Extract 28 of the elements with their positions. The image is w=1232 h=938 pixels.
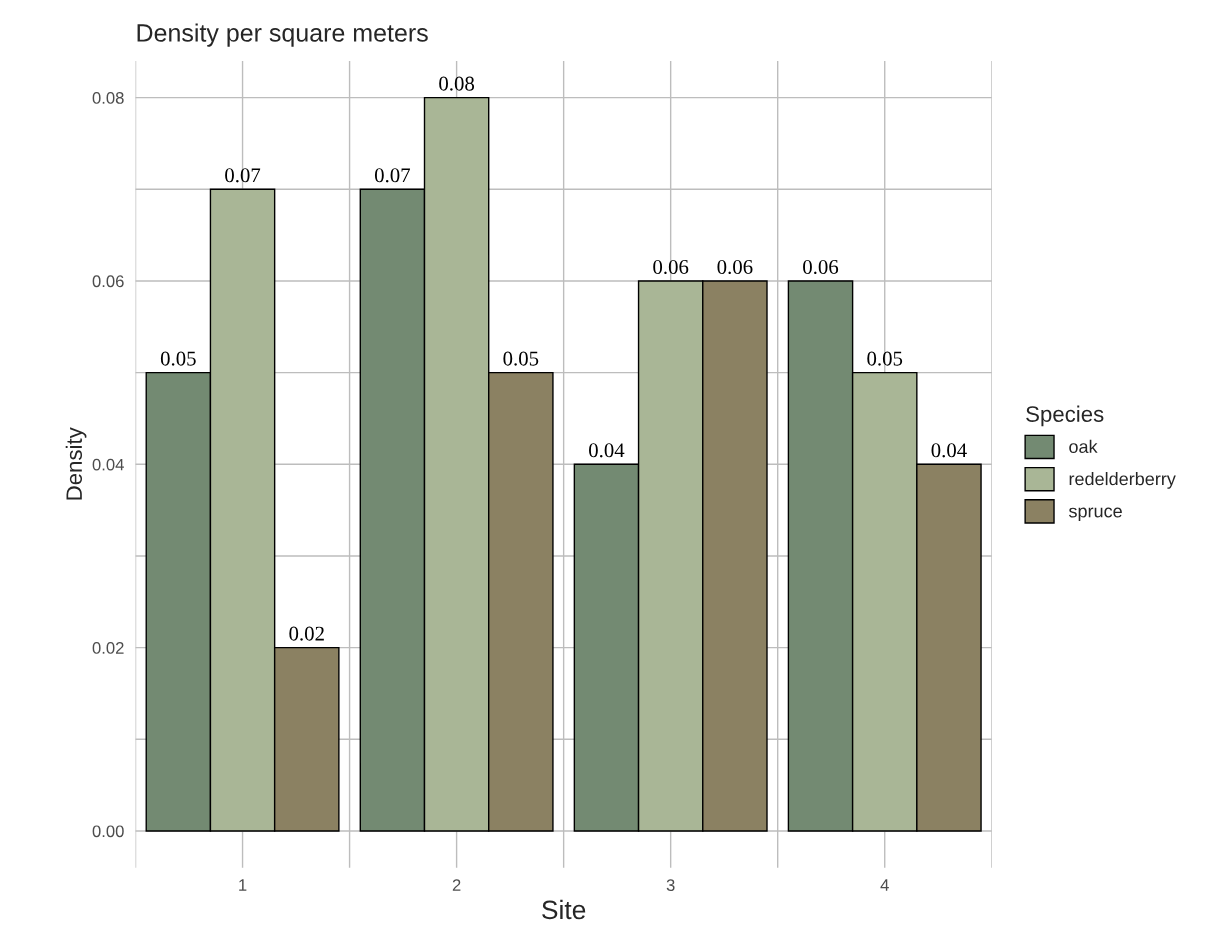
data-label: 0.05 [867,351,903,366]
data-label: 0.06 [653,259,689,275]
y-tick-label: 0.02 [92,642,124,654]
y-axis-title: Density [65,427,87,500]
x-tick-label: 1 [239,879,247,891]
data-label: 0.06 [717,259,753,275]
data-label: 0.07 [374,168,411,183]
y-tick-label: 0.08 [92,92,124,104]
data-label: 0.06 [803,259,839,275]
data-label: 0.07 [225,168,261,183]
data-label: 0.04 [589,443,625,458]
x-tick-label: 2 [452,879,461,891]
chart-title: Density per square meters [137,23,428,47]
data-label: 0.04 [931,443,967,458]
legend-title: Species [1026,405,1104,427]
x-axis-title: Site [542,899,586,920]
y-tick-label: 0.04 [92,458,124,471]
y-tick-label: 0.00 [92,825,124,838]
legend-label: oak [1069,439,1098,454]
data-label: 0.02 [289,626,324,641]
data-label: 0.05 [503,351,539,366]
x-tick-label: 3 [666,879,675,891]
data-label: 0.05 [160,351,196,366]
y-tick-label: 0.06 [92,275,124,288]
legend-label: redelderberry [1069,472,1176,489]
x-tick-label: 4 [880,879,889,891]
data-label: 0.08 [439,76,475,91]
legend-label: spruce [1068,507,1122,522]
